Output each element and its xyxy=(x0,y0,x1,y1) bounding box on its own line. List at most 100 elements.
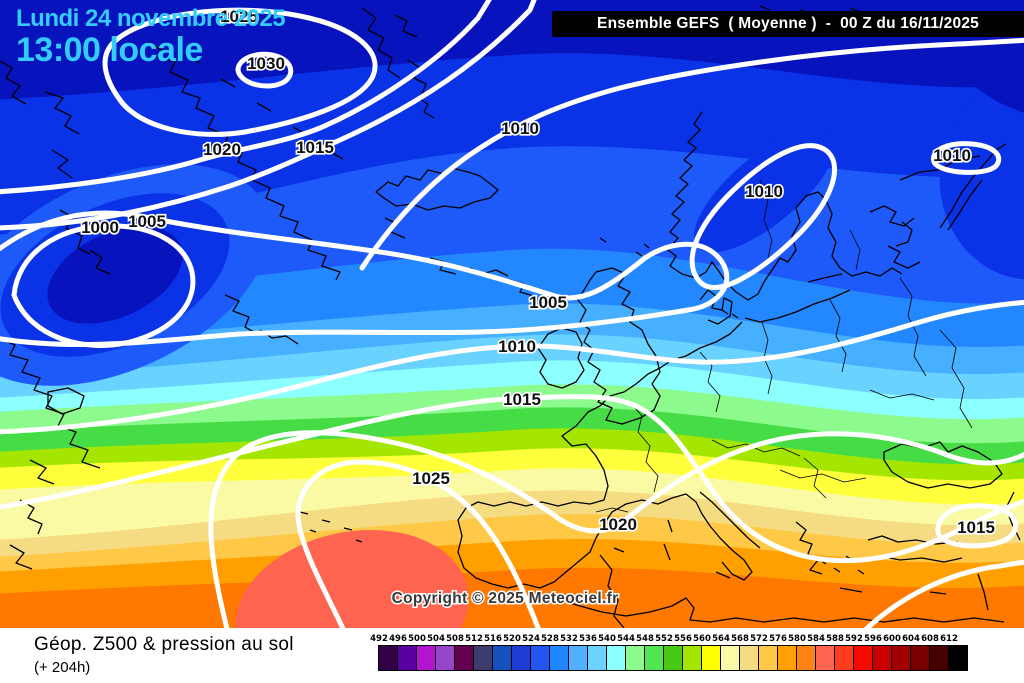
isobar-label: 1010 xyxy=(745,182,783,201)
isobar-1030-loop xyxy=(235,51,294,89)
isobar-1010-scandinavia-loop xyxy=(689,143,838,290)
scale-cell: 524 xyxy=(522,634,550,671)
scale-tick-label: 492 xyxy=(370,634,388,644)
isobar-label: 1005 xyxy=(529,293,567,312)
isobar-label: 1005 xyxy=(128,212,166,231)
scale-tick-label: 508 xyxy=(446,634,464,644)
scale-tick-label: 596 xyxy=(864,634,882,644)
model-header-bar: Ensemble GEFS ( Moyenne ) - 00 Z du 16/1… xyxy=(552,11,1024,37)
isobar-1005-banana xyxy=(0,210,730,347)
scale-cell: 492 xyxy=(370,634,398,671)
forecast-hour: (+ 204h) xyxy=(34,659,91,676)
scale-tick-label: 576 xyxy=(769,634,787,644)
geopotential-bands xyxy=(0,53,1024,628)
scale-cell: 500 xyxy=(408,634,436,671)
scale-tick-label: 520 xyxy=(503,634,521,644)
scale-cell: 548 xyxy=(636,634,664,671)
isobar-1010-ne xyxy=(359,37,1024,271)
scale-cell: 552 xyxy=(655,634,683,671)
color-scale-cells: 492 496 500 504 508 512 516 520 524 528 532 536 540 5… xyxy=(370,634,968,671)
scale-tick-label: 608 xyxy=(921,634,939,644)
scale-cell: 568 xyxy=(731,634,759,671)
scale-tick-label: 552 xyxy=(655,634,673,644)
scale-cell: 516 xyxy=(484,634,512,671)
scale-tick-label: 580 xyxy=(788,634,806,644)
scale-tick-label: 532 xyxy=(560,634,578,644)
scale-tick-label: 540 xyxy=(598,634,616,644)
scale-cell: 540 xyxy=(598,634,626,671)
scale-tick-label: 572 xyxy=(750,634,768,644)
isobar-1015-turkey-loop xyxy=(935,503,1018,549)
isobar-label: 1025 xyxy=(412,469,450,488)
scale-cell: 604 xyxy=(902,634,930,671)
isobar-1010-mid xyxy=(0,299,1024,435)
map-canvas: 1025 1030 1020 1015 1010 1005 1000 1010 1010 1005… xyxy=(0,0,1024,628)
scale-cell: 612 xyxy=(940,634,968,671)
isobar-label: 1015 xyxy=(296,138,334,157)
scale-tick-label: 496 xyxy=(389,634,407,644)
scale-tick-label: 588 xyxy=(826,634,844,644)
isobar-label: 1015 xyxy=(503,390,541,409)
scale-cell: 600 xyxy=(883,634,911,671)
scale-cell: 512 xyxy=(465,634,493,671)
isobar-label: 1015 xyxy=(957,518,995,537)
scale-tick-label: 548 xyxy=(636,634,654,644)
coastlines xyxy=(0,5,1021,628)
scale-tick-label: 560 xyxy=(693,634,711,644)
scale-cell: 560 xyxy=(693,634,721,671)
isobar-labels: 1025 1030 1020 1015 1010 1005 1000 1010 1010 1005… xyxy=(79,5,996,538)
scale-tick-label: 544 xyxy=(617,634,635,644)
isobar-contours xyxy=(0,0,1024,628)
scale-tick-label: 584 xyxy=(807,634,825,644)
scale-tick-label: 564 xyxy=(712,634,730,644)
scale-cell: 508 xyxy=(446,634,474,671)
scale-cell: 584 xyxy=(807,634,835,671)
scale-cell: 504 xyxy=(427,634,455,671)
isobar-1015-mid xyxy=(0,394,1024,564)
scale-cell: 588 xyxy=(826,634,854,671)
isobar-label: 1010 xyxy=(501,119,539,138)
scale-tick-label: 556 xyxy=(674,634,692,644)
scale-tick-label: 592 xyxy=(845,634,863,644)
isobar-label: 1020 xyxy=(599,515,637,534)
scale-tick-label: 500 xyxy=(408,634,426,644)
scale-tick-label: 612 xyxy=(940,634,958,644)
scale-cell: 580 xyxy=(788,634,816,671)
isobar-1025-loop xyxy=(102,7,378,137)
isobar-1015-nw xyxy=(0,0,537,231)
scale-cell: 556 xyxy=(674,634,702,671)
warm-high-core xyxy=(235,529,469,628)
isobar-1010-novaya-loop xyxy=(931,141,1002,175)
scale-tick-label: 516 xyxy=(484,634,502,644)
isobar-label: 1000 xyxy=(81,218,119,237)
isobar-se-corner xyxy=(863,559,1024,628)
scale-cell: 572 xyxy=(750,634,778,671)
scale-tick-label: 536 xyxy=(579,634,597,644)
isobar-1020-south xyxy=(208,430,1024,628)
copyright-text: Copyright © 2025 Meteociel.fr xyxy=(392,590,619,607)
isobar-label: 1020 xyxy=(203,140,241,159)
scale-cell: 576 xyxy=(769,634,797,671)
scale-cell: 544 xyxy=(617,634,645,671)
color-scale-legend: 492 496 500 504 508 512 516 520 524 528 532 536 540 5… xyxy=(370,634,968,675)
scale-tick-label: 512 xyxy=(465,634,483,644)
scale-cell: 496 xyxy=(389,634,417,671)
isobar-label: 1010 xyxy=(933,146,971,165)
scale-tick-label: 524 xyxy=(522,634,540,644)
scale-cell: 564 xyxy=(712,634,740,671)
isobar-label: 1025 xyxy=(220,7,258,26)
weather-map: 1025 1030 1020 1015 1010 1005 1000 1010 1010 1005… xyxy=(0,0,1024,628)
scale-cell: 608 xyxy=(921,634,949,671)
scale-tick-label: 568 xyxy=(731,634,749,644)
isobar-1025-south xyxy=(295,459,541,628)
scale-cell: 520 xyxy=(503,634,531,671)
model-header-text: Ensemble GEFS ( Moyenne ) - 00 Z du 16/1… xyxy=(597,15,979,32)
scale-cell: 536 xyxy=(579,634,607,671)
scale-tick-label: 600 xyxy=(883,634,901,644)
scale-cell: 596 xyxy=(864,634,892,671)
isobar-label: 1030 xyxy=(247,54,285,73)
scale-cell: 592 xyxy=(845,634,873,671)
map-parameter-title: Géop. Z500 & pression au sol xyxy=(34,634,294,655)
scale-tick-label: 504 xyxy=(427,634,445,644)
